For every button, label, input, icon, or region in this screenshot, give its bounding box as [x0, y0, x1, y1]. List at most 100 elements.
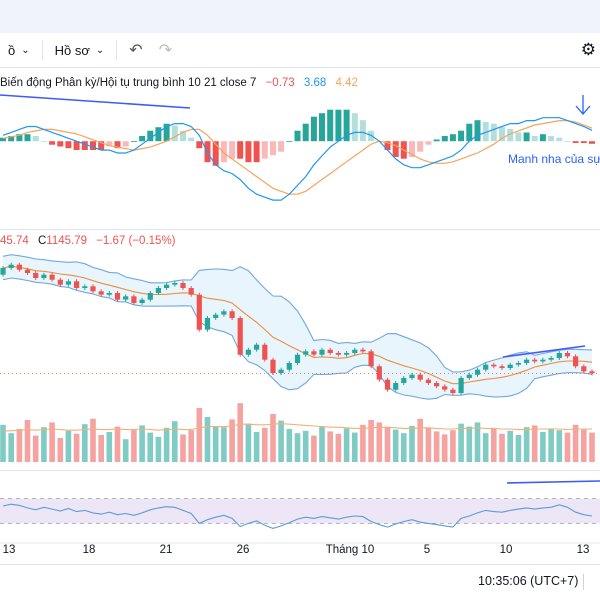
- volume-bar: [147, 432, 153, 462]
- volume-bar: [286, 429, 293, 462]
- arrow-head-icon: [575, 105, 591, 115]
- volume-bar: [106, 432, 113, 462]
- price-legend[interactable]: 45.74 C1145.79 −1.67 (−0.15%): [0, 235, 176, 247]
- volume-bar: [180, 434, 186, 462]
- volume-average-line: [3, 423, 592, 432]
- macd-histogram-bar: [81, 141, 88, 150]
- volume-bar: [172, 421, 178, 462]
- volume-bar: [122, 439, 129, 462]
- toolbar-divider: [116, 40, 118, 60]
- macd-histogram-bar: [490, 123, 497, 142]
- macd-histogram-bar: [147, 130, 154, 142]
- macd-histogram-bar: [286, 141, 293, 142]
- macd-histogram-bar: [188, 137, 195, 142]
- candle-body: [270, 359, 276, 373]
- macd-histogram-bar: [0, 137, 6, 142]
- macd-line: [2, 117, 593, 201]
- redo-icon: ↷: [158, 42, 173, 59]
- toolbar-divider: [41, 40, 43, 60]
- macd-histogram-bar: [449, 134, 456, 142]
- macd-histogram-bar: [106, 141, 113, 147]
- candle-body: [139, 299, 145, 303]
- candle-body: [573, 356, 579, 367]
- candle-body: [417, 374, 423, 380]
- candle-body: [16, 264, 22, 270]
- clock-readout[interactable]: 10:35:06 (UTC+7): [478, 574, 579, 588]
- macd-histogram-bar: [163, 123, 170, 142]
- x-tick-label: 21: [160, 544, 173, 556]
- macd-histogram-bar: [523, 132, 530, 142]
- annotation-text[interactable]: Manh nha của sự: [508, 152, 600, 166]
- macd-histogram-bar: [335, 109, 342, 142]
- price-close-value: 1145.79: [46, 235, 88, 247]
- volume-bar: [229, 419, 235, 462]
- macd-histogram-bar: [580, 141, 587, 143]
- candle-body: [155, 288, 161, 293]
- candle-body: [204, 318, 211, 330]
- macd-histogram-bar: [433, 139, 440, 142]
- macd-histogram-bar: [351, 113, 358, 142]
- candle-body: [213, 314, 219, 318]
- x-tick-label: 26: [237, 544, 250, 556]
- volume-bar: [466, 426, 473, 462]
- volume-bar: [499, 433, 505, 462]
- bottom-status-bar: 10:35:06 (UTC+7): [0, 564, 600, 601]
- macd-legend[interactable]: Biến động Phân kỳ/Hội tụ trung bình 10 2…: [0, 77, 358, 89]
- status-divider: [583, 574, 584, 590]
- macd-histogram-bar: [327, 109, 334, 142]
- macd-histogram-bar: [376, 141, 383, 142]
- candle-body: [8, 264, 14, 268]
- profile-dropdown[interactable]: Hồ sơ ⌄: [47, 37, 113, 63]
- candle-body: [434, 383, 440, 387]
- volume-bar: [531, 425, 538, 462]
- settings-gear-button[interactable]: ⚙: [581, 40, 596, 60]
- candle-body: [344, 353, 350, 355]
- volume-bar: [556, 430, 563, 462]
- interval-dropdown[interactable]: ồ ⌄: [0, 37, 38, 63]
- volume-bar: [581, 429, 587, 462]
- candle-body: [556, 353, 562, 358]
- candle-body: [368, 351, 374, 367]
- candle-body: [164, 284, 170, 288]
- candle-body: [458, 378, 464, 393]
- candle-body: [335, 353, 341, 355]
- redo-button[interactable]: ↷: [151, 37, 180, 63]
- candle-body: [393, 383, 399, 390]
- candle-body: [524, 359, 530, 363]
- volume-bar: [73, 433, 80, 462]
- candle-body: [409, 374, 415, 378]
- rsi-trendline: [506, 480, 600, 484]
- macd-signal-line: [2, 119, 593, 195]
- candle-body: [564, 353, 571, 357]
- volume-bar: [114, 426, 121, 462]
- volume-bar: [327, 431, 333, 462]
- volume-bar: [302, 430, 309, 462]
- candle-body: [425, 379, 431, 383]
- candle-body: [131, 296, 137, 303]
- macd-histogram-bar: [556, 137, 563, 142]
- candle-body: [188, 288, 194, 295]
- volume-bar: [548, 428, 554, 462]
- candle-body: [278, 369, 284, 373]
- volume-bar: [409, 426, 415, 462]
- volume-bar: [564, 432, 571, 462]
- volume-bar: [212, 426, 219, 462]
- volume-bar: [253, 432, 260, 462]
- candle-body: [33, 273, 39, 278]
- profile-label: Hồ sơ: [54, 42, 90, 58]
- macd-histogram-bar: [417, 141, 424, 152]
- macd-histogram-bar: [270, 141, 276, 156]
- volume-bar: [458, 423, 464, 462]
- volume-bar: [82, 424, 88, 462]
- macd-signal-value: 4.42: [335, 77, 358, 89]
- macd-histogram-bar: [171, 125, 178, 142]
- candle-body: [245, 349, 251, 355]
- candle-body: [41, 274, 47, 278]
- volume-bar: [41, 427, 47, 462]
- interval-label: ồ: [8, 42, 16, 58]
- macd-histogram-bar: [564, 141, 571, 142]
- bollinger-lower-line: [2, 277, 593, 400]
- candle-body: [319, 349, 325, 355]
- undo-button[interactable]: ↶: [121, 37, 150, 63]
- candle-body: [106, 293, 112, 295]
